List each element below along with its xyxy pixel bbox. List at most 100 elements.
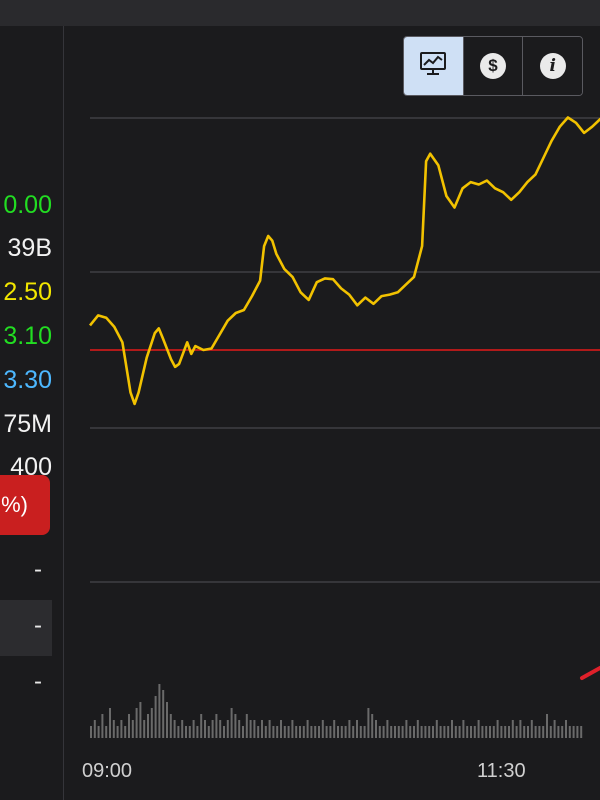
volume-bar — [154, 696, 157, 738]
volume-bar — [523, 726, 526, 738]
volume-bar — [329, 726, 332, 738]
volume-bar — [466, 726, 469, 738]
volume-bar — [162, 690, 165, 738]
volume-bar — [371, 714, 374, 738]
volume-bar — [363, 726, 366, 738]
volume-bar — [306, 720, 309, 738]
volume-bar — [314, 726, 317, 738]
volume-bar — [409, 726, 412, 738]
volume-bar — [511, 720, 514, 738]
volume-bar — [553, 720, 556, 738]
volume-bar — [432, 726, 434, 738]
volume-bar — [572, 726, 575, 738]
volume-bar — [325, 726, 328, 738]
data-row: - — [0, 600, 52, 656]
empty-value: - — [34, 668, 42, 695]
fundamentals-button[interactable]: $ — [463, 37, 524, 95]
volume-bar — [272, 726, 275, 738]
volume-bar — [264, 726, 267, 738]
volume-bar — [481, 726, 484, 738]
volume-bar — [580, 726, 583, 738]
empty-value: - — [34, 612, 42, 639]
volume-bar — [131, 720, 134, 738]
volume-bar — [344, 726, 347, 738]
volume-bar — [234, 714, 237, 738]
volume-bar — [500, 726, 503, 738]
volume-bar — [128, 714, 130, 738]
volume-bar — [557, 726, 560, 738]
volume-bar — [200, 714, 203, 738]
volume-bar — [367, 708, 370, 738]
dollar-icon: $ — [480, 53, 506, 79]
volume-bar — [185, 726, 187, 738]
chart-monitor-icon — [419, 51, 447, 82]
volume-bar — [337, 726, 339, 738]
quote-value: 3.30 — [3, 366, 52, 394]
volume-bar — [90, 726, 92, 738]
volume-bar — [340, 726, 343, 738]
quote-panel: 0.00 39B 2.50 3.10 3.30 75M 400 %) --- — [0, 26, 62, 800]
volume-bar — [473, 726, 476, 738]
volume-bar — [226, 720, 229, 738]
volume-bar — [97, 726, 100, 738]
volume-bar — [192, 720, 195, 738]
volume-bar — [546, 714, 548, 738]
panel-divider[interactable] — [63, 26, 64, 800]
price-change-badge[interactable]: %) — [0, 475, 50, 535]
volume-bar — [359, 726, 362, 738]
volume-bar — [295, 726, 298, 738]
volume-bar — [230, 708, 233, 738]
volume-bar — [561, 726, 564, 738]
volume-bar — [420, 726, 423, 738]
chart-view-button[interactable] — [404, 37, 464, 95]
volume-bar — [405, 720, 408, 738]
volume-bar — [135, 708, 138, 738]
volume-bar — [291, 720, 294, 738]
volume-bar — [428, 726, 431, 738]
volume-bar — [451, 720, 453, 738]
volume-bar — [139, 702, 142, 738]
empty-value: - — [34, 556, 42, 583]
volume-bar — [177, 726, 180, 738]
trend-marker — [580, 666, 600, 680]
volume-bar — [413, 726, 415, 738]
volume-bar — [188, 726, 191, 738]
volume-bar — [196, 726, 199, 738]
volume-bar — [310, 726, 313, 738]
price-series-line — [88, 116, 600, 406]
volume-bar — [204, 720, 206, 738]
volume-bar — [534, 726, 537, 738]
volume-bar — [549, 726, 552, 738]
top-bar — [0, 0, 600, 26]
volume-bar — [101, 714, 104, 738]
volume-bar — [302, 726, 305, 738]
volume-bar — [109, 708, 111, 738]
volume-bar — [386, 720, 389, 738]
volume-bar — [219, 720, 222, 738]
volume-bar — [215, 714, 218, 738]
volume-bar — [124, 726, 127, 738]
volume-bar — [508, 726, 510, 738]
info-button[interactable]: i — [523, 37, 582, 95]
x-tick-label: 09:00 — [82, 760, 133, 782]
volume-bar — [496, 720, 499, 738]
volume-bar — [352, 726, 355, 738]
volume-bar — [477, 720, 480, 738]
data-row: - — [0, 544, 52, 600]
volume-bar — [462, 720, 465, 738]
volume-bar — [166, 702, 168, 738]
chart-toolbar: $ i — [403, 36, 583, 96]
volume-bar — [435, 720, 438, 738]
volume-bar — [504, 726, 507, 738]
volume-bar — [223, 726, 225, 738]
volume-bar — [150, 708, 153, 738]
volume-bar — [424, 726, 427, 738]
volume-bar — [287, 726, 290, 738]
volume-bar — [242, 726, 244, 738]
volume-bar — [261, 720, 263, 738]
volume-bar — [253, 720, 256, 738]
volume-bar — [378, 726, 381, 738]
volume-bar — [356, 720, 358, 738]
volume-bar — [565, 720, 567, 738]
